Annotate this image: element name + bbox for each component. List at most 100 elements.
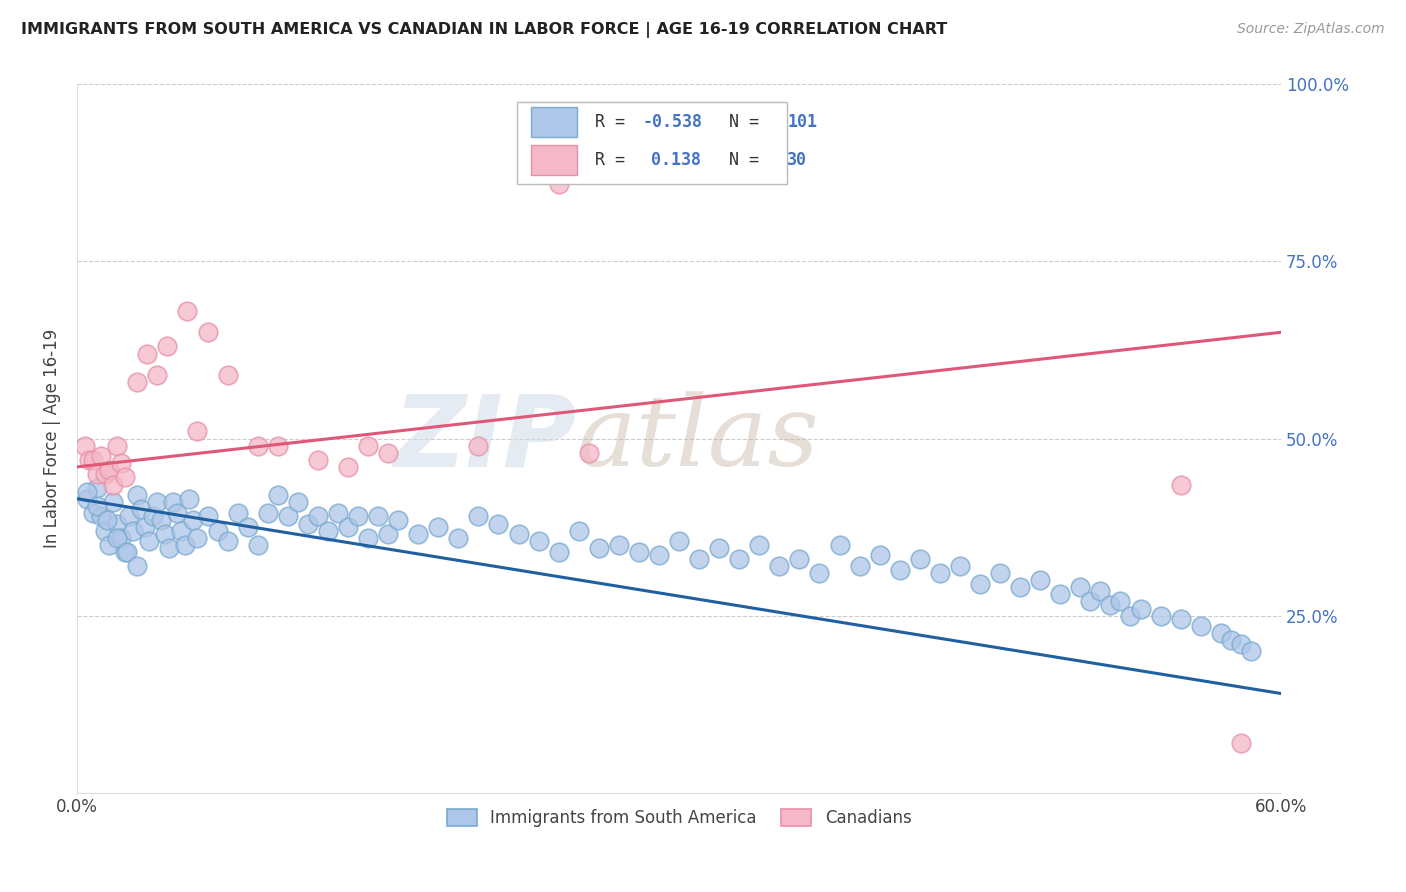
Point	[578, 446, 600, 460]
Point	[98, 463, 121, 477]
Text: N =: N =	[709, 152, 769, 169]
Point	[808, 566, 831, 580]
Legend: Immigrants from South America, Canadians: Immigrants from South America, Canadians	[440, 803, 918, 834]
Point	[357, 439, 380, 453]
Point	[949, 559, 972, 574]
Point	[1129, 601, 1152, 615]
Point	[848, 559, 870, 574]
Point	[336, 520, 359, 534]
Point	[648, 549, 671, 563]
Point	[928, 566, 950, 580]
Point	[889, 563, 911, 577]
Text: 30: 30	[787, 152, 807, 169]
Point	[217, 534, 239, 549]
Point	[367, 509, 389, 524]
Point	[307, 509, 329, 524]
Point	[96, 513, 118, 527]
Point	[357, 531, 380, 545]
Point	[217, 368, 239, 382]
Point	[1078, 594, 1101, 608]
Point	[707, 541, 730, 556]
Point	[122, 524, 145, 538]
Point	[789, 552, 811, 566]
Point	[166, 506, 188, 520]
Point	[114, 470, 136, 484]
Point	[114, 545, 136, 559]
Point	[105, 531, 128, 545]
Point	[110, 456, 132, 470]
Point	[150, 513, 173, 527]
Point	[94, 467, 117, 481]
Point	[174, 538, 197, 552]
Point	[1209, 626, 1232, 640]
Point	[136, 346, 159, 360]
Point	[1010, 580, 1032, 594]
Point	[186, 531, 208, 545]
Point	[768, 559, 790, 574]
Point	[82, 452, 104, 467]
FancyBboxPatch shape	[531, 107, 576, 136]
Point	[146, 495, 169, 509]
Point	[117, 545, 139, 559]
Point	[267, 439, 290, 453]
Point	[246, 439, 269, 453]
Point	[508, 527, 530, 541]
Point	[267, 488, 290, 502]
Point	[127, 559, 149, 574]
Text: 0.138: 0.138	[651, 152, 702, 169]
Point	[75, 439, 97, 453]
Point	[236, 520, 259, 534]
Point	[547, 545, 569, 559]
Point	[1069, 580, 1091, 594]
FancyBboxPatch shape	[531, 145, 576, 175]
Point	[76, 491, 98, 506]
FancyBboxPatch shape	[516, 103, 787, 184]
Point	[226, 506, 249, 520]
Point	[1049, 587, 1071, 601]
Point	[869, 549, 891, 563]
Point	[377, 446, 399, 460]
Point	[197, 326, 219, 340]
Point	[488, 516, 510, 531]
Point	[156, 339, 179, 353]
Point	[316, 524, 339, 538]
Point	[76, 484, 98, 499]
Point	[105, 439, 128, 453]
Point	[110, 531, 132, 545]
Text: N =: N =	[709, 113, 769, 131]
Point	[627, 545, 650, 559]
Y-axis label: In Labor Force | Age 16-19: In Labor Force | Age 16-19	[44, 329, 60, 549]
Point	[1170, 612, 1192, 626]
Point	[467, 509, 489, 524]
Point	[105, 516, 128, 531]
Point	[1240, 644, 1263, 658]
Point	[427, 520, 450, 534]
Point	[607, 538, 630, 552]
Point	[277, 509, 299, 524]
Point	[1219, 633, 1241, 648]
Point	[183, 513, 205, 527]
Point	[748, 538, 770, 552]
Text: Source: ZipAtlas.com: Source: ZipAtlas.com	[1237, 22, 1385, 37]
Point	[134, 520, 156, 534]
Text: -0.538: -0.538	[643, 113, 703, 131]
Point	[129, 502, 152, 516]
Point	[127, 375, 149, 389]
Point	[688, 552, 710, 566]
Point	[162, 495, 184, 509]
Point	[336, 459, 359, 474]
Point	[1090, 583, 1112, 598]
Point	[1099, 598, 1122, 612]
Point	[297, 516, 319, 531]
Text: ZIP: ZIP	[394, 390, 576, 487]
Point	[1119, 608, 1142, 623]
Point	[1149, 608, 1171, 623]
Text: R =: R =	[595, 152, 645, 169]
Point	[86, 481, 108, 495]
Point	[568, 524, 591, 538]
Point	[406, 527, 429, 541]
Point	[307, 452, 329, 467]
Point	[1230, 637, 1253, 651]
Point	[1230, 736, 1253, 750]
Point	[728, 552, 751, 566]
